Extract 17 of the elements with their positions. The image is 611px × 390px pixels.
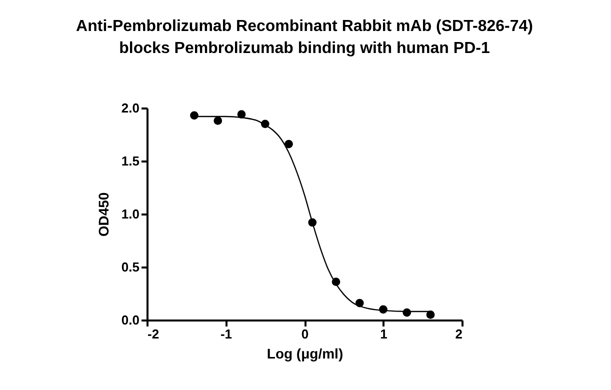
point [426,310,435,319]
x-axis-title: Log (μg/ml) [266,346,344,362]
chart-title: Anti-Pembrolizumab Recombinant Rabbit mAb (SDT-826-74) blocks Pembrolizumab binding with human PD-1 [76,18,533,57]
x-tick-label: -2 [148,326,160,342]
x-tick-label: 1 [380,326,388,342]
y-tick-label: 0.0 [121,312,140,328]
y-tick-label: 1.0 [121,206,140,222]
x-tick-label: -1 [220,326,232,342]
y-tick-label: 2.0 [121,100,140,116]
x-tick-label: 2 [455,326,462,342]
x-tick-label: 0 [301,326,309,342]
y-tick-label: 1.5 [121,154,140,168]
point [214,116,222,125]
point [284,140,293,148]
point [190,111,198,120]
y-axis-title: OD450 [95,192,112,237]
y-tick-label: 0.5 [121,260,140,274]
